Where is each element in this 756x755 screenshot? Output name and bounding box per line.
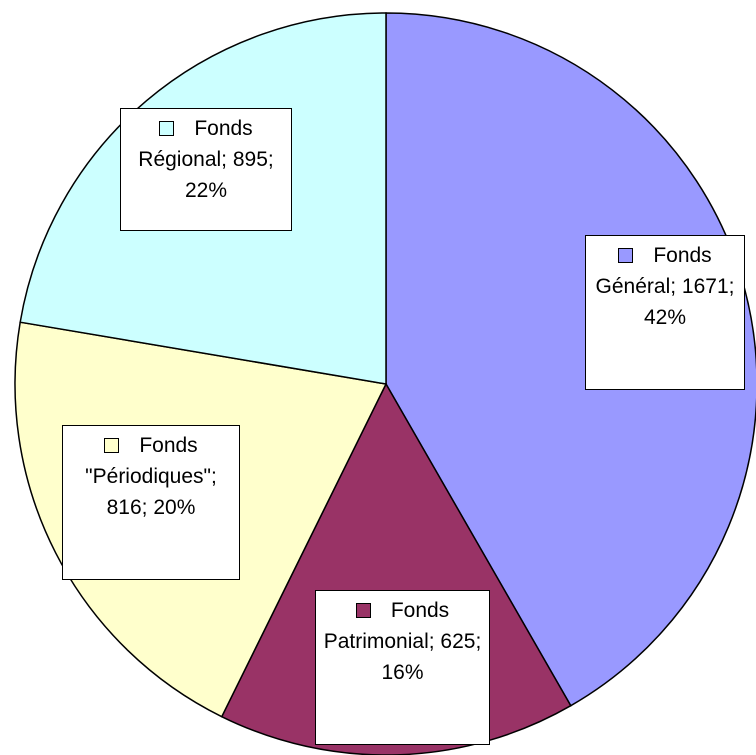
label-swatch <box>159 121 175 136</box>
label-text: Fonds Général; 1671; 42% <box>595 244 735 329</box>
data-label: Fonds "Périodiques"; 816; 20% <box>62 425 240 580</box>
label-text: Fonds "Périodiques"; 816; 20% <box>85 434 217 519</box>
label-swatch <box>618 248 634 263</box>
data-label: Fonds Régional; 895; 22% <box>120 108 292 231</box>
label-swatch <box>104 438 120 453</box>
data-label: Fonds Général; 1671; 42% <box>585 235 745 390</box>
label-text: Fonds Régional; 895; 22% <box>138 117 274 202</box>
data-label: Fonds Patrimonial; 625; 16% <box>315 590 490 745</box>
label-text: Fonds Patrimonial; 625; 16% <box>323 599 482 684</box>
label-swatch <box>355 603 371 618</box>
